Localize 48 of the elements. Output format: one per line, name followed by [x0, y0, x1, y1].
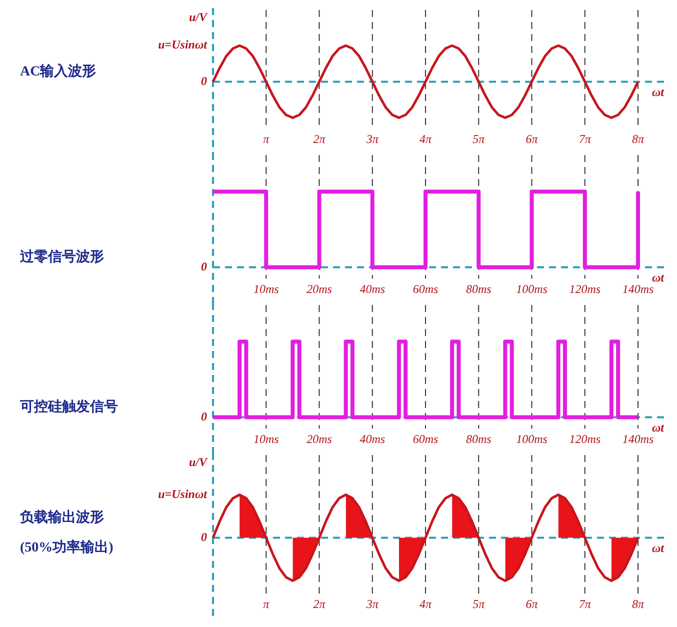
x-tick-label: 40ms [360, 432, 386, 446]
x-tick-label: 100ms [516, 432, 548, 446]
x-tick-label: 3π [365, 132, 380, 146]
x-tick-label: 20ms [306, 432, 332, 446]
y-axis-title: 过零信号波形 [19, 248, 104, 265]
x-tick-label: 120ms [569, 282, 601, 296]
x-axis-title: ωt [652, 420, 665, 434]
x-tick-label: 5π [472, 596, 486, 611]
x-tick-label: 3π [365, 596, 380, 611]
y-axis-title: 可控硅触发信号 [19, 398, 118, 415]
y-axis-title: AC输入波形 [20, 63, 96, 80]
x-tick-label: π [263, 132, 270, 146]
x-tick-label: π [263, 596, 270, 611]
x-tick-label: 7π [578, 132, 592, 146]
x-tick-label: 5π [472, 132, 486, 146]
x-axis-title: ωt [652, 540, 665, 555]
text: u=Usinωt [158, 486, 208, 501]
x-tick-label: 2π [313, 132, 326, 146]
text: 0 [201, 409, 207, 424]
text: u/V [188, 10, 208, 24]
x-tick-label: 120ms [569, 432, 601, 446]
text: u=Usinωt [158, 38, 208, 52]
x-tick-label: 10ms [253, 432, 280, 446]
x-tick-label: 20ms [306, 282, 332, 296]
x-tick-label: 6π [526, 132, 539, 146]
x-tick-label: 4π [419, 596, 432, 611]
x-tick-label: 80ms [466, 282, 492, 296]
x-tick-label: 2π [313, 596, 326, 611]
text: 0 [201, 530, 207, 544]
text: 0 [201, 74, 207, 88]
x-tick-label: 140ms [622, 282, 654, 296]
x-tick-label: 6π [526, 596, 539, 611]
x-tick-label: 8π [632, 596, 645, 611]
text: 0 [201, 259, 207, 274]
x-tick-label: 100ms [516, 282, 548, 296]
x-tick-label: 60ms [412, 282, 438, 296]
x-tick-label: 40ms [360, 282, 386, 296]
x-tick-label: 60ms [412, 432, 438, 446]
x-axis-title: ωt [652, 270, 665, 284]
x-tick-label: 140ms [622, 432, 654, 446]
x-tick-label: 7π [578, 596, 592, 611]
x-tick-label: 4π [419, 132, 432, 146]
x-tick-label: 10ms [253, 282, 280, 296]
text: u/V [188, 455, 208, 470]
x-tick-label: 8π [632, 132, 645, 146]
x-axis-title: ωt [652, 84, 665, 99]
x-tick-label: 80ms [466, 432, 492, 446]
y-axis-title: 负载输出波形 (50%功率输出) [19, 509, 114, 556]
